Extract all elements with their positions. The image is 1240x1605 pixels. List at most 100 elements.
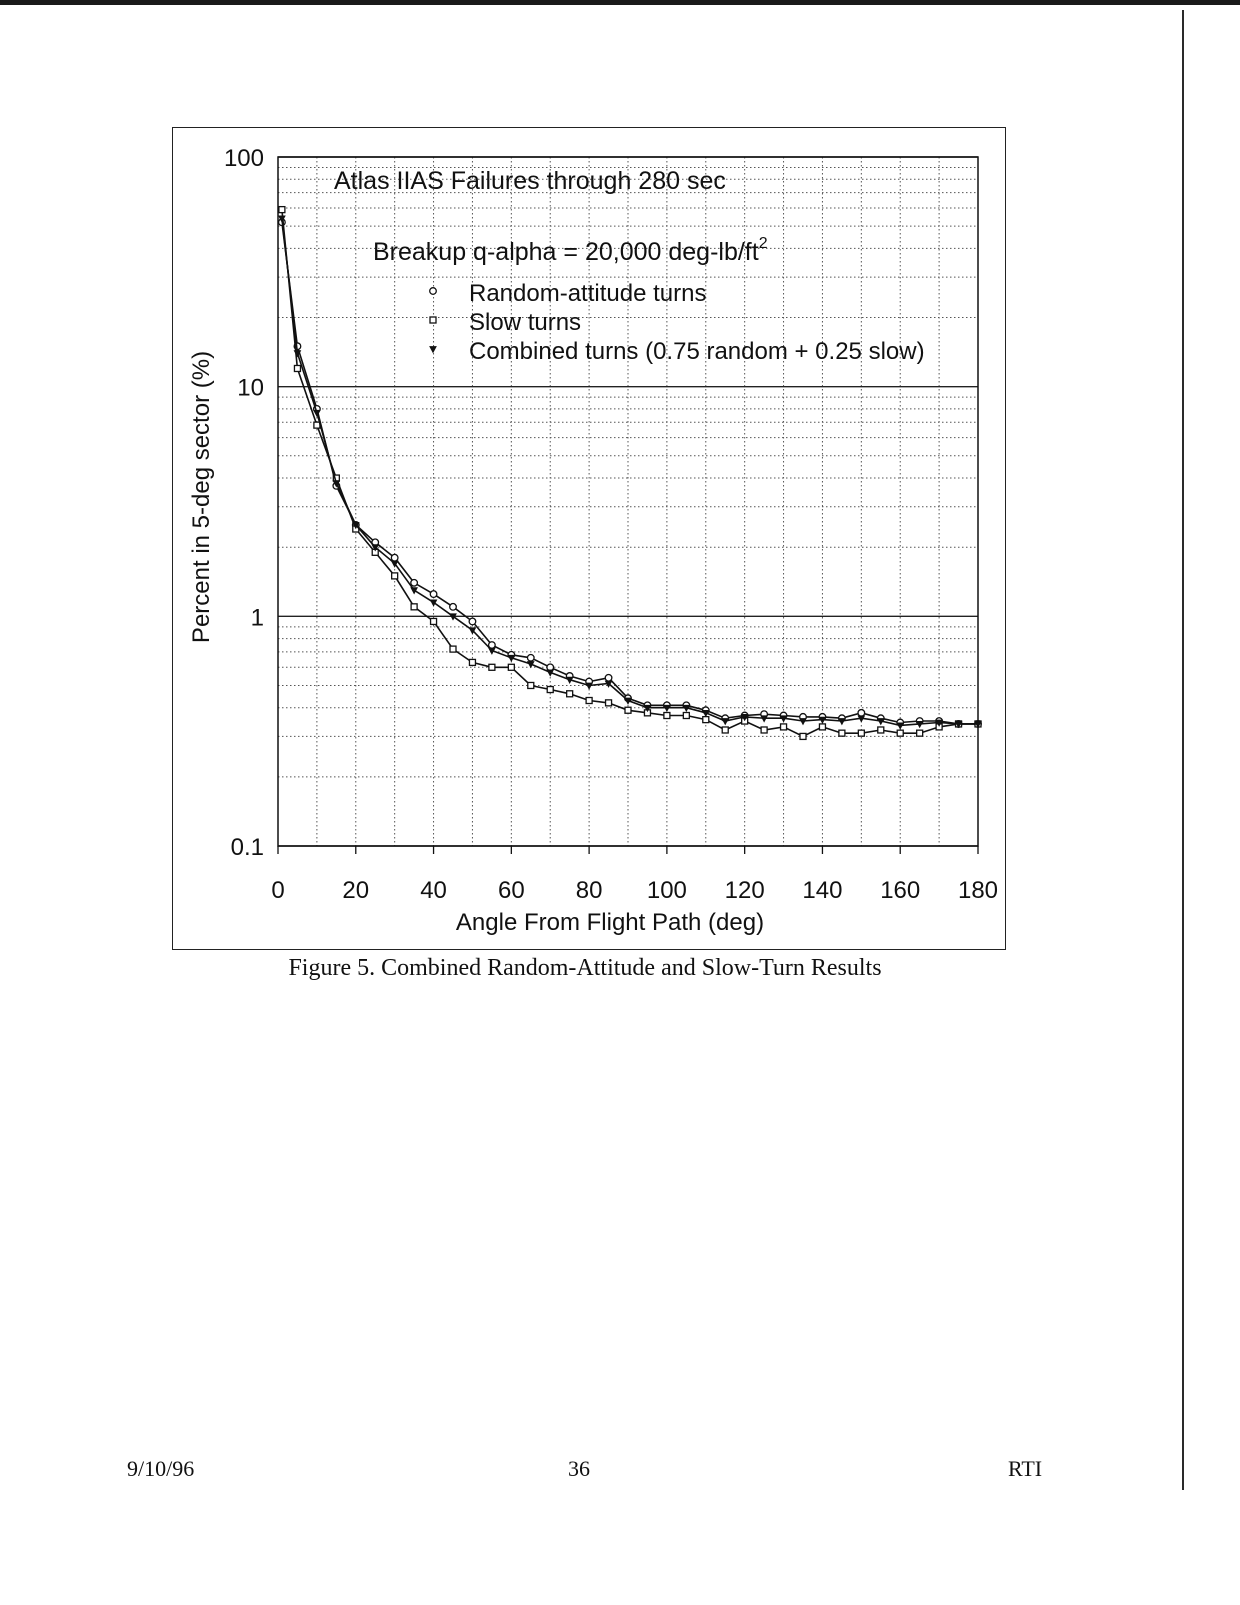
data-point bbox=[410, 587, 418, 595]
legend-label: Slow turns bbox=[469, 309, 581, 336]
data-point bbox=[507, 654, 516, 663]
data-point bbox=[702, 715, 710, 724]
right-margin-rule bbox=[1182, 10, 1184, 1490]
series-layer bbox=[277, 205, 982, 741]
data-point bbox=[876, 718, 885, 726]
x-tick-label: 40 bbox=[420, 877, 447, 904]
data-point bbox=[915, 721, 924, 729]
x-axis-label: Angle From Flight Path (deg) bbox=[456, 909, 764, 936]
data-point bbox=[877, 726, 885, 734]
page-number: 36 bbox=[568, 1456, 590, 1481]
x-tick-label: 180 bbox=[958, 877, 998, 904]
footer-date: 9/10/96 bbox=[127, 1456, 195, 1481]
data-point bbox=[429, 599, 438, 607]
data-point bbox=[488, 663, 496, 671]
x-tick-label: 20 bbox=[342, 877, 369, 904]
legend-item: Random-attitude turns bbox=[429, 280, 706, 307]
data-point bbox=[779, 715, 788, 723]
data-point bbox=[663, 711, 671, 720]
data-point bbox=[935, 719, 943, 727]
y-tick-label: 1 bbox=[251, 604, 264, 631]
data-point bbox=[410, 603, 418, 611]
data-point bbox=[507, 663, 515, 671]
data-point bbox=[429, 590, 438, 599]
data-point bbox=[546, 685, 554, 694]
figure-caption: Figure 5. Combined Random-Attitude and S… bbox=[288, 955, 882, 981]
data-point bbox=[468, 627, 477, 635]
data-point bbox=[565, 676, 574, 685]
data-point bbox=[278, 205, 286, 214]
legend-label: Combined turns (0.75 random + 0.25 slow) bbox=[469, 338, 925, 365]
y-tick-label: 0.1 bbox=[231, 834, 264, 861]
data-point bbox=[663, 704, 671, 713]
data-point bbox=[390, 560, 399, 568]
data-point bbox=[566, 690, 574, 698]
chart-subtitle-superscript: 2 bbox=[759, 235, 768, 252]
data-point bbox=[546, 669, 555, 677]
data-point bbox=[624, 697, 632, 705]
chart-subtitle-text: Breakup q-alpha = 20,000 deg-lb/ft bbox=[373, 238, 759, 266]
data-point bbox=[391, 572, 399, 580]
data-point bbox=[682, 704, 691, 713]
data-point bbox=[818, 723, 827, 731]
axes: 0.1 1 10 100 0 20 40 60 80 100 120 140 160 180 bbox=[224, 145, 998, 904]
data-point bbox=[954, 721, 963, 729]
data-point bbox=[799, 732, 807, 741]
data-point bbox=[410, 578, 419, 587]
data-point bbox=[896, 729, 904, 737]
x-tick-label: 100 bbox=[647, 877, 687, 904]
data-point bbox=[293, 364, 302, 373]
data-point bbox=[643, 704, 652, 713]
data-point bbox=[701, 709, 710, 718]
data-point bbox=[488, 647, 496, 655]
data-point bbox=[585, 696, 593, 705]
data-point bbox=[604, 699, 613, 707]
data-point bbox=[449, 613, 457, 621]
data-point bbox=[624, 706, 632, 714]
data-point bbox=[429, 617, 438, 626]
plot-area-border bbox=[277, 156, 979, 847]
data-point bbox=[799, 718, 807, 726]
x-tick-label: 80 bbox=[576, 877, 603, 904]
data-point bbox=[449, 602, 457, 611]
data-point bbox=[857, 715, 866, 723]
footer-organization: RTI bbox=[1008, 1456, 1043, 1481]
data-point bbox=[682, 711, 690, 720]
data-point bbox=[526, 653, 535, 662]
data-point bbox=[351, 522, 360, 530]
y-tick-label: 10 bbox=[237, 375, 264, 402]
data-point bbox=[604, 680, 613, 688]
data-point bbox=[526, 661, 535, 669]
x-tick-label: 160 bbox=[880, 877, 920, 904]
data-point bbox=[818, 716, 827, 724]
data-point bbox=[974, 721, 982, 729]
data-point bbox=[468, 617, 477, 626]
data-point bbox=[857, 708, 866, 717]
data-point bbox=[390, 553, 399, 562]
y-axis-label: Percent in 5-deg sector (%) bbox=[188, 351, 215, 643]
data-point bbox=[896, 722, 905, 730]
data-point bbox=[468, 658, 477, 667]
legend-marker bbox=[429, 287, 437, 295]
data-point bbox=[527, 681, 535, 690]
data-point bbox=[449, 645, 457, 653]
legend-item: Combined turns (0.75 random + 0.25 slow) bbox=[429, 338, 925, 365]
data-point bbox=[721, 726, 729, 734]
data-point bbox=[371, 544, 380, 552]
data-point bbox=[760, 715, 768, 723]
legend-marker bbox=[429, 316, 437, 324]
legend-item: Slow turns bbox=[429, 309, 581, 336]
data-point bbox=[838, 729, 846, 737]
grid bbox=[278, 156, 978, 847]
data-point bbox=[838, 718, 846, 726]
data-point bbox=[313, 409, 321, 418]
x-tick-label: 60 bbox=[498, 877, 525, 904]
x-tick-label: 140 bbox=[802, 877, 842, 904]
data-point bbox=[760, 726, 768, 734]
data-point bbox=[779, 723, 788, 731]
x-tick-label: 120 bbox=[725, 877, 765, 904]
data-point bbox=[585, 682, 593, 690]
chart-subtitle: Breakup q-alpha = 20,000 deg-lb/ft2 bbox=[373, 235, 768, 266]
data-point bbox=[740, 713, 749, 722]
